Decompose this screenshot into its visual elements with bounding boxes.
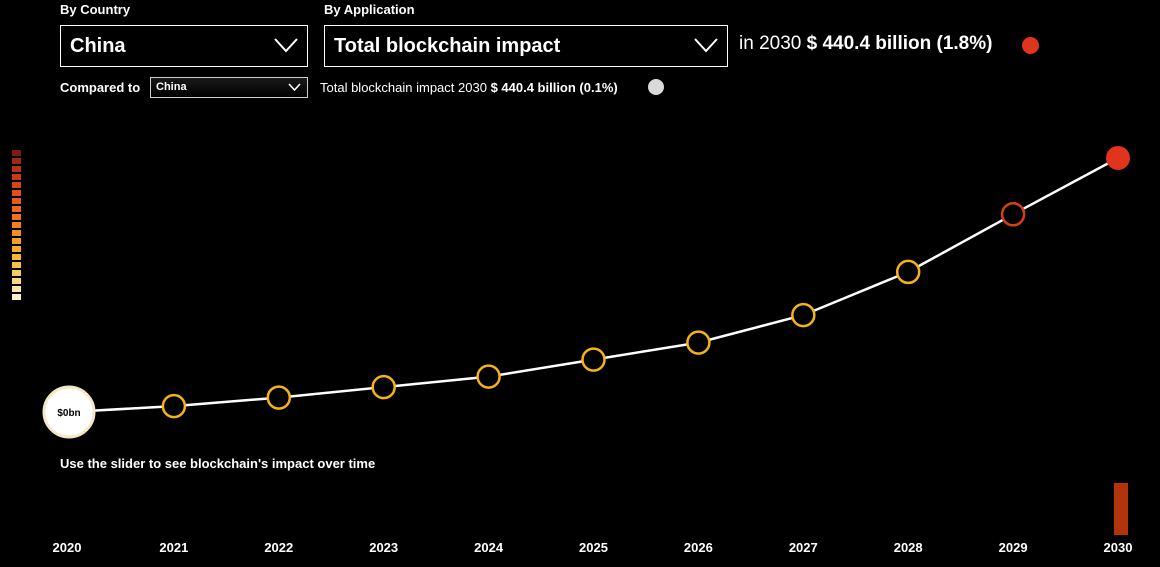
summary-color-dot [1022,37,1039,54]
data-point-2024[interactable] [476,364,501,389]
data-point-2021[interactable] [161,393,187,419]
year-label-2021[interactable]: 2021 [159,540,189,555]
compared-to-value: China [156,81,187,93]
comparison-value: $ 440.4 billion (0.1%) [490,80,618,95]
legend-swatch [12,230,21,236]
application-dropdown-value: Total blockchain impact [334,35,561,57]
year-label-2026[interactable]: 2026 [683,540,713,555]
application-filter-label: By Application [324,2,415,17]
country-dropdown-value: China [70,35,126,57]
legend-swatch [12,238,21,244]
legend-swatch [12,222,21,228]
legend-swatch [12,246,21,252]
legend-swatch [12,158,21,164]
year-label-2029[interactable]: 2029 [998,540,1028,555]
compared-to-label: Compared to [60,80,141,95]
series-line [68,156,1119,414]
chevron-down-icon [288,83,301,92]
data-point-2029[interactable] [1000,202,1026,227]
data-point-2020 [42,385,96,439]
legend-swatch [12,150,21,156]
impact-summary: in 2030 $ 440.4 billion (1.8%) [739,33,992,55]
legend-swatch [12,286,21,292]
legend-swatch [12,166,21,172]
legend-swatch [12,190,21,196]
data-point-2030[interactable] [1106,146,1130,170]
comparison-color-dot [648,79,664,95]
year-label-2030[interactable]: 2030 [1103,540,1133,555]
year-label-2027[interactable]: 2027 [788,540,818,555]
year-label-2025[interactable]: 2025 [579,540,608,555]
legend-swatch [12,294,21,300]
data-point-2026[interactable] [686,330,711,355]
summary-value: $ 440.4 billion (1.8%) [806,33,993,54]
compared-to-select[interactable]: China [150,77,308,98]
legend-swatch [12,198,21,204]
summary-prefix: in 2030 [739,33,802,54]
year-label-2022[interactable]: 2022 [264,540,294,555]
data-point-2022[interactable] [266,385,292,410]
color-scale-legend [12,150,21,398]
year-slider-handle[interactable] [1114,483,1128,535]
legend-swatch [12,254,21,260]
data-point-2027[interactable] [791,302,816,328]
application-dropdown[interactable]: Total blockchain impact [324,25,728,67]
chevron-down-icon [274,38,298,53]
legend-swatch [12,262,21,268]
comparison-prefix: Total blockchain impact 2030 [320,80,487,95]
legend-swatch [12,278,21,284]
legend-swatch [12,206,21,212]
country-dropdown[interactable]: China [60,25,308,67]
chevron-down-icon [694,38,718,53]
year-label-2024[interactable]: 2024 [474,540,504,555]
comparison-summary: Total blockchain impact 2030 $ 440.4 bil… [320,80,618,95]
data-point-2028[interactable] [895,259,921,285]
legend-swatch [12,174,21,180]
country-filter-label: By Country [60,2,131,17]
start-value-label: $0bn [57,408,80,419]
legend-swatch [12,214,21,220]
legend-swatch [12,182,21,188]
year-label-2028[interactable]: 2028 [893,540,923,555]
data-point-2023[interactable] [371,374,396,400]
slider-hint: Use the slider to see blockchain's impac… [60,456,376,471]
legend-swatch [12,270,21,276]
year-label-2023[interactable]: 2023 [369,540,399,555]
year-label-2020[interactable]: 2020 [52,540,82,555]
data-point-2025[interactable] [581,347,606,372]
